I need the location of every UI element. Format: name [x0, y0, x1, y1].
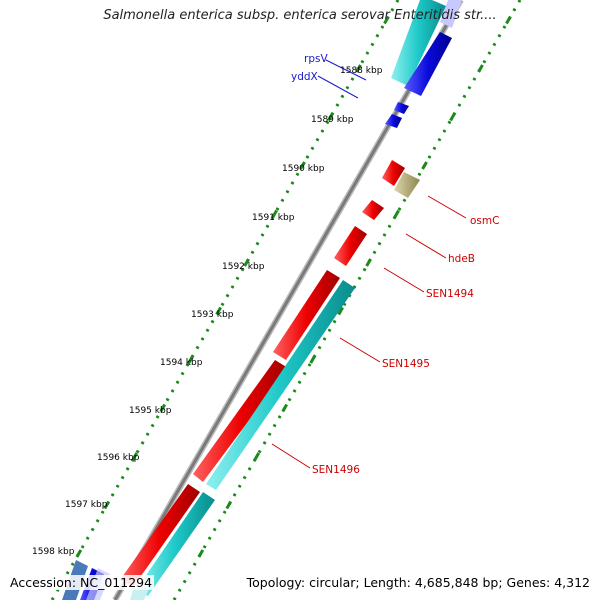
leader-hdeB — [405, 233, 447, 259]
tick-label-1598: 1598 kbp — [32, 547, 75, 557]
accession-text: Accession: NC_011294 — [8, 575, 155, 590]
label-rpsV[interactable]: rpsV — [304, 53, 328, 65]
major-tick-inner — [103, 500, 111, 510]
major-tick-outer — [281, 403, 289, 413]
gene-rpsV-feature[interactable] — [391, 0, 446, 86]
gene-blue-small-2[interactable] — [385, 114, 402, 128]
major-tick-outer — [337, 306, 344, 316]
tick-label-1592: 1592 kbp — [222, 262, 265, 272]
label-SEN1496[interactable]: SEN1496 — [312, 464, 360, 476]
major-tick-inner — [271, 209, 278, 219]
major-tick-outer — [365, 258, 372, 267]
gene-features — [62, 0, 462, 600]
tick-label-1597: 1597 kbp — [65, 500, 108, 510]
gene-hdeB-feature[interactable] — [334, 226, 367, 266]
tick-label-1594: 1594 kbp — [160, 358, 203, 368]
tick-label-1590: 1590 kbp — [282, 164, 325, 174]
tick-label-1591: 1591 kbp — [252, 213, 295, 223]
label-yddX[interactable]: yddX — [291, 71, 318, 83]
major-tick-outer — [505, 15, 512, 25]
major-tick-outer — [225, 500, 233, 510]
tick-labels: 1588 kbp 1589 kbp 1590 kbp 1591 kbp 1592… — [32, 66, 383, 557]
major-tick-marks — [75, 15, 512, 558]
major-tick-inner — [187, 355, 194, 364]
leader-rpsV — [325, 59, 367, 81]
leader-yddX — [317, 75, 359, 99]
scale-track-outer — [172, 0, 522, 601]
map-title: Salmonella enterica subsp. enterica sero… — [103, 8, 497, 23]
major-tick-outer — [253, 452, 261, 461]
major-tick-inner — [215, 306, 222, 316]
label-osmC[interactable]: osmC — [470, 215, 499, 227]
major-tick-outer — [309, 355, 316, 364]
major-tick-outer — [449, 112, 456, 122]
gene-blue-small-1[interactable] — [394, 102, 409, 114]
topology-text: Topology: circular; Length: 4,685,848 bp… — [244, 575, 592, 590]
label-SEN1494[interactable]: SEN1494 — [426, 288, 474, 300]
leader-SEN1495 — [339, 337, 381, 363]
label-leaders — [271, 59, 467, 469]
leader-SEN1496 — [271, 443, 311, 469]
major-tick-outer — [477, 64, 484, 73]
gene-red-1591[interactable] — [362, 200, 384, 220]
tick-label-1595: 1595 kbp — [129, 406, 172, 416]
gene-cyan-long-2[interactable] — [136, 492, 215, 596]
gene-SEN1496-red-feature[interactable] — [120, 484, 200, 586]
major-tick-outer — [421, 161, 428, 170]
gene-osmC-feature[interactable] — [394, 172, 420, 198]
major-tick-inner — [299, 161, 306, 170]
genome-backbone-core — [113, 0, 463, 601]
major-tick-inner — [159, 403, 167, 413]
gene-SEN1495-red-feature[interactable] — [193, 360, 288, 482]
major-tick-inner — [355, 64, 362, 73]
gene-yddX-feature[interactable] — [404, 32, 452, 96]
label-hdeB[interactable]: hdeB — [448, 253, 475, 265]
major-tick-inner — [131, 452, 139, 461]
major-tick-outer — [393, 209, 400, 219]
major-tick-inner — [243, 258, 250, 267]
label-SEN1495[interactable]: SEN1495 — [382, 358, 430, 370]
major-tick-inner — [383, 15, 390, 25]
tick-label-1596: 1596 kbp — [97, 453, 140, 463]
major-tick-outer — [197, 549, 205, 558]
gene-red-1590[interactable] — [382, 160, 405, 186]
leader-SEN1494 — [383, 267, 425, 293]
tick-label-1593: 1593 kbp — [191, 310, 234, 320]
gene-blue-top-light — [440, 0, 462, 28]
gene-cyan-long-1[interactable] — [206, 280, 355, 490]
tick-label-1588: 1588 kbp — [340, 66, 383, 76]
major-tick-inner — [327, 112, 334, 122]
gene-labels: rpsV yddX osmC hdeB SEN1494 SEN1495 SEN1… — [291, 53, 499, 476]
major-tick-inner — [75, 549, 83, 558]
leader-osmC — [427, 195, 467, 219]
gene-SEN1494-feature[interactable] — [273, 270, 340, 360]
tick-label-1589: 1589 kbp — [311, 115, 354, 125]
